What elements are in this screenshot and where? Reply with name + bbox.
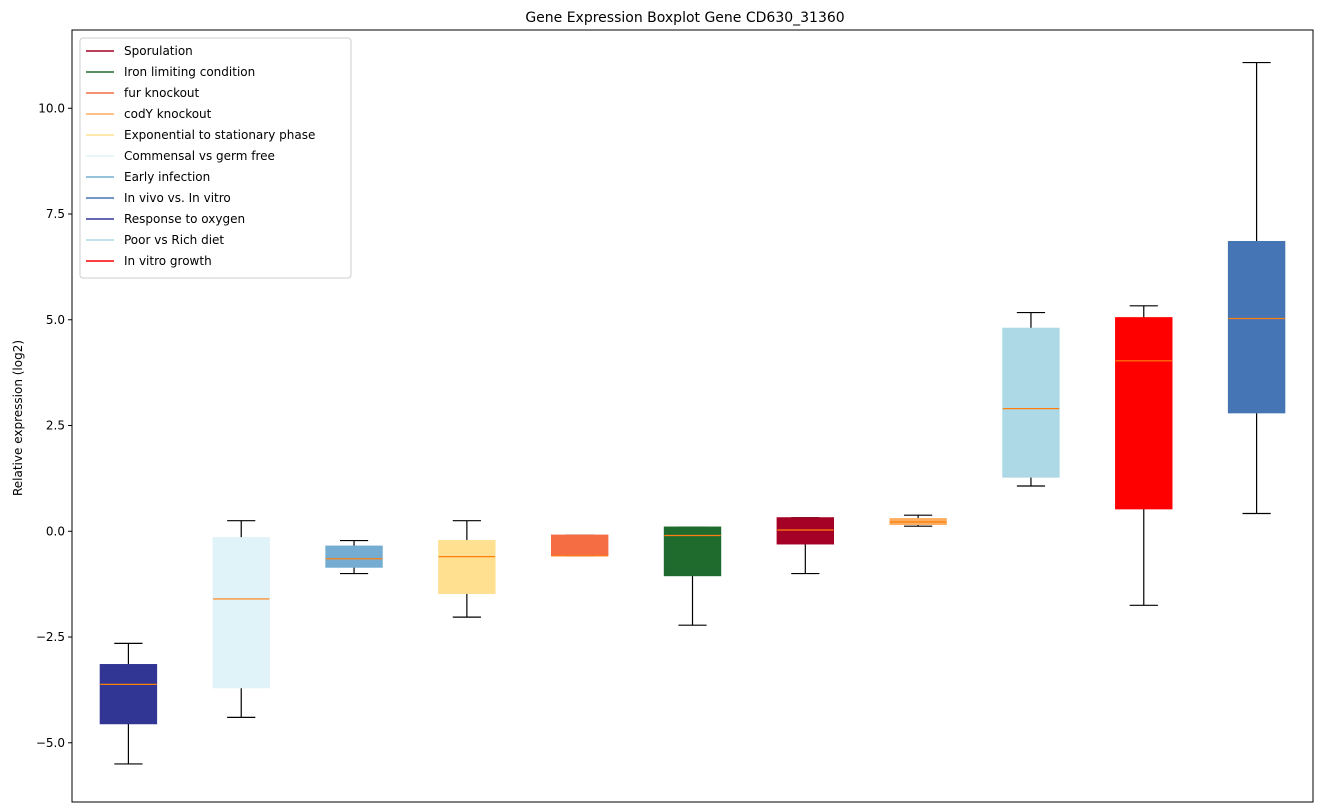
box-body [325, 545, 383, 568]
legend-entry: In vitro growth [86, 254, 212, 268]
legend: Sporulation Iron limiting condition fur kn… [79, 37, 352, 279]
y-tick-label: −5.0 [36, 736, 65, 750]
box-body [438, 540, 496, 594]
legend-label: Iron limiting condition [124, 65, 255, 79]
legend-entry: fur knockout [86, 86, 200, 100]
box-body [1002, 327, 1060, 478]
box-10 [1115, 305, 1173, 606]
legend-label: In vitro growth [124, 254, 212, 268]
legend-entry: Commensal vs germ free [86, 149, 275, 163]
legend-frame [79, 37, 352, 279]
legend-entry: In vivo vs. In vitro [86, 191, 231, 205]
box-body [1115, 317, 1173, 510]
y-tick-label: 0.0 [46, 524, 65, 538]
legend-entry: Sporulation [86, 44, 193, 58]
legend-label: Response to oxygen [124, 212, 245, 226]
box-5 [550, 534, 609, 557]
y-tick-label: 7.5 [46, 207, 65, 221]
y-tick-label: 5.0 [46, 313, 65, 327]
box-body [776, 517, 835, 545]
legend-entry: Response to oxygen [86, 212, 245, 226]
box-3 [325, 539, 383, 575]
legend-entry: Exponential to stationary phase [86, 128, 315, 142]
box-9 [1002, 311, 1060, 487]
y-tick-label: −2.5 [36, 630, 65, 644]
box-2 [212, 520, 270, 718]
box-body [99, 664, 158, 725]
box-8 [889, 514, 947, 527]
y-tick-label: 2.5 [46, 419, 65, 433]
plot-area: −5.0 −2.5 0.0 2.5 5.0 7.5 10.0 [36, 29, 1314, 803]
y-axis-label: Relative expression (log2) [11, 340, 25, 496]
y-tick-label: 10.0 [38, 101, 65, 115]
box-body [212, 537, 270, 689]
legend-label: codY knockout [124, 107, 212, 121]
legend-entry: codY knockout [86, 107, 212, 121]
box-11 [1227, 61, 1286, 515]
legend-label: In vivo vs. In vitro [124, 191, 231, 205]
box-1 [99, 642, 158, 765]
chart-title: Gene Expression Boxplot Gene CD630_31360 [525, 10, 844, 26]
legend-label: Exponential to stationary phase [124, 128, 315, 142]
legend-entry: Poor vs Rich diet [86, 233, 224, 247]
box-body [663, 526, 722, 577]
legend-label: Commensal vs germ free [124, 149, 275, 163]
box-6 [663, 526, 722, 626]
legend-label: Poor vs Rich diet [124, 233, 224, 247]
legend-entry: Early infection [86, 170, 210, 184]
box-7 [776, 517, 835, 575]
box-body [550, 534, 609, 557]
box-body [1227, 241, 1286, 414]
legend-label: fur knockout [124, 86, 200, 100]
legend-entry: Iron limiting condition [86, 65, 255, 79]
box-4 [438, 520, 496, 618]
legend-label: Sporulation [124, 44, 193, 58]
axes-frame [71, 29, 1314, 803]
legend-label: Early infection [124, 170, 210, 184]
